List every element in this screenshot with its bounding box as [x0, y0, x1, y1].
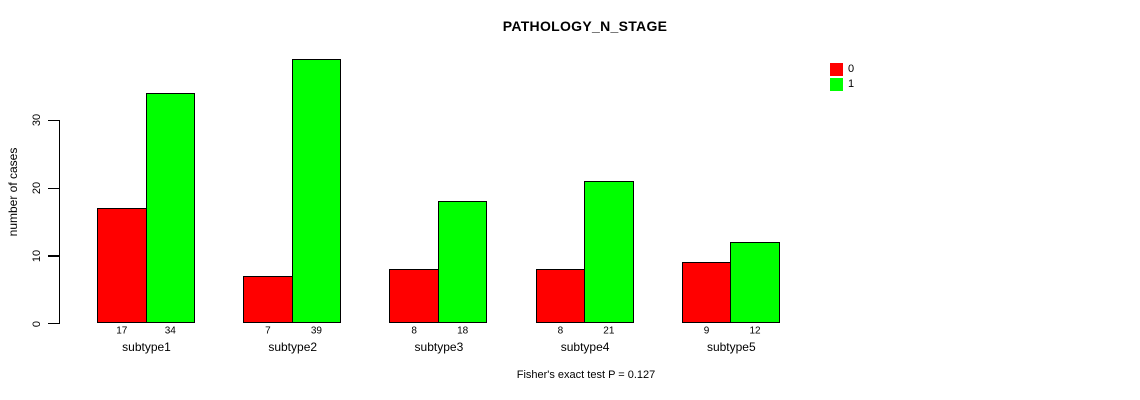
y-axis-tick [48, 255, 59, 257]
bar-subtype3-series-1 [437, 201, 488, 323]
y-axis-tick-label: 10 [31, 249, 43, 262]
bar-subtype4-series-1 [584, 180, 634, 323]
bar-value-label: 8 [557, 325, 564, 337]
legend-swatch-red [830, 63, 843, 76]
y-axis-tick [48, 119, 59, 122]
bar-subtype3-series-0 [389, 268, 439, 323]
bar-value-label: 9 [703, 325, 710, 337]
footnote-text: Fisher's exact test P = 0.127 [516, 369, 656, 381]
bar-subtype2-series-0 [243, 275, 293, 323]
bar-value-label: 18 [457, 325, 469, 337]
y-axis-line [58, 119, 60, 325]
legend-item-1: 1 [830, 77, 855, 91]
bar-value-label: 7 [265, 325, 271, 337]
legend: 0 1 [830, 63, 854, 92]
y-axis-tick [48, 187, 59, 189]
x-category-label: subtype4 [560, 340, 610, 354]
bar-subtype4-series-0 [535, 268, 586, 323]
bar-subtype5-series-0 [681, 262, 732, 323]
bar-value-label: 12 [749, 325, 761, 337]
legend-swatch-green [830, 77, 843, 91]
bar-subtype1-series-1 [145, 92, 195, 323]
legend-label-1: 1 [848, 77, 855, 90]
y-axis-tick [48, 323, 59, 325]
x-category-label: subtype1 [122, 340, 171, 354]
bar-subtype5-series-1 [730, 241, 780, 323]
y-axis-tick-label: 30 [31, 114, 43, 127]
x-category-label: subtype3 [414, 340, 464, 354]
legend-item-0: 0 [830, 63, 854, 76]
bar-value-label: 8 [411, 325, 417, 337]
bar-value-label: 39 [310, 325, 322, 337]
chart-title: PATHOLOGY_N_STAGE [502, 18, 668, 34]
bar-value-label: 21 [603, 325, 615, 337]
bar-subtype1-series-0 [97, 207, 147, 323]
bar-subtype2-series-1 [291, 58, 342, 323]
legend-label-0: 0 [848, 63, 855, 75]
x-category-label: subtype2 [268, 340, 318, 354]
bar-value-label: 34 [164, 325, 176, 337]
bar-value-label: 17 [116, 325, 128, 337]
x-category-label: subtype5 [706, 340, 756, 354]
y-axis-tick-label: 20 [31, 181, 43, 195]
y-axis-title: number of cases [6, 147, 20, 237]
y-axis-tick-label: 0 [31, 320, 43, 327]
